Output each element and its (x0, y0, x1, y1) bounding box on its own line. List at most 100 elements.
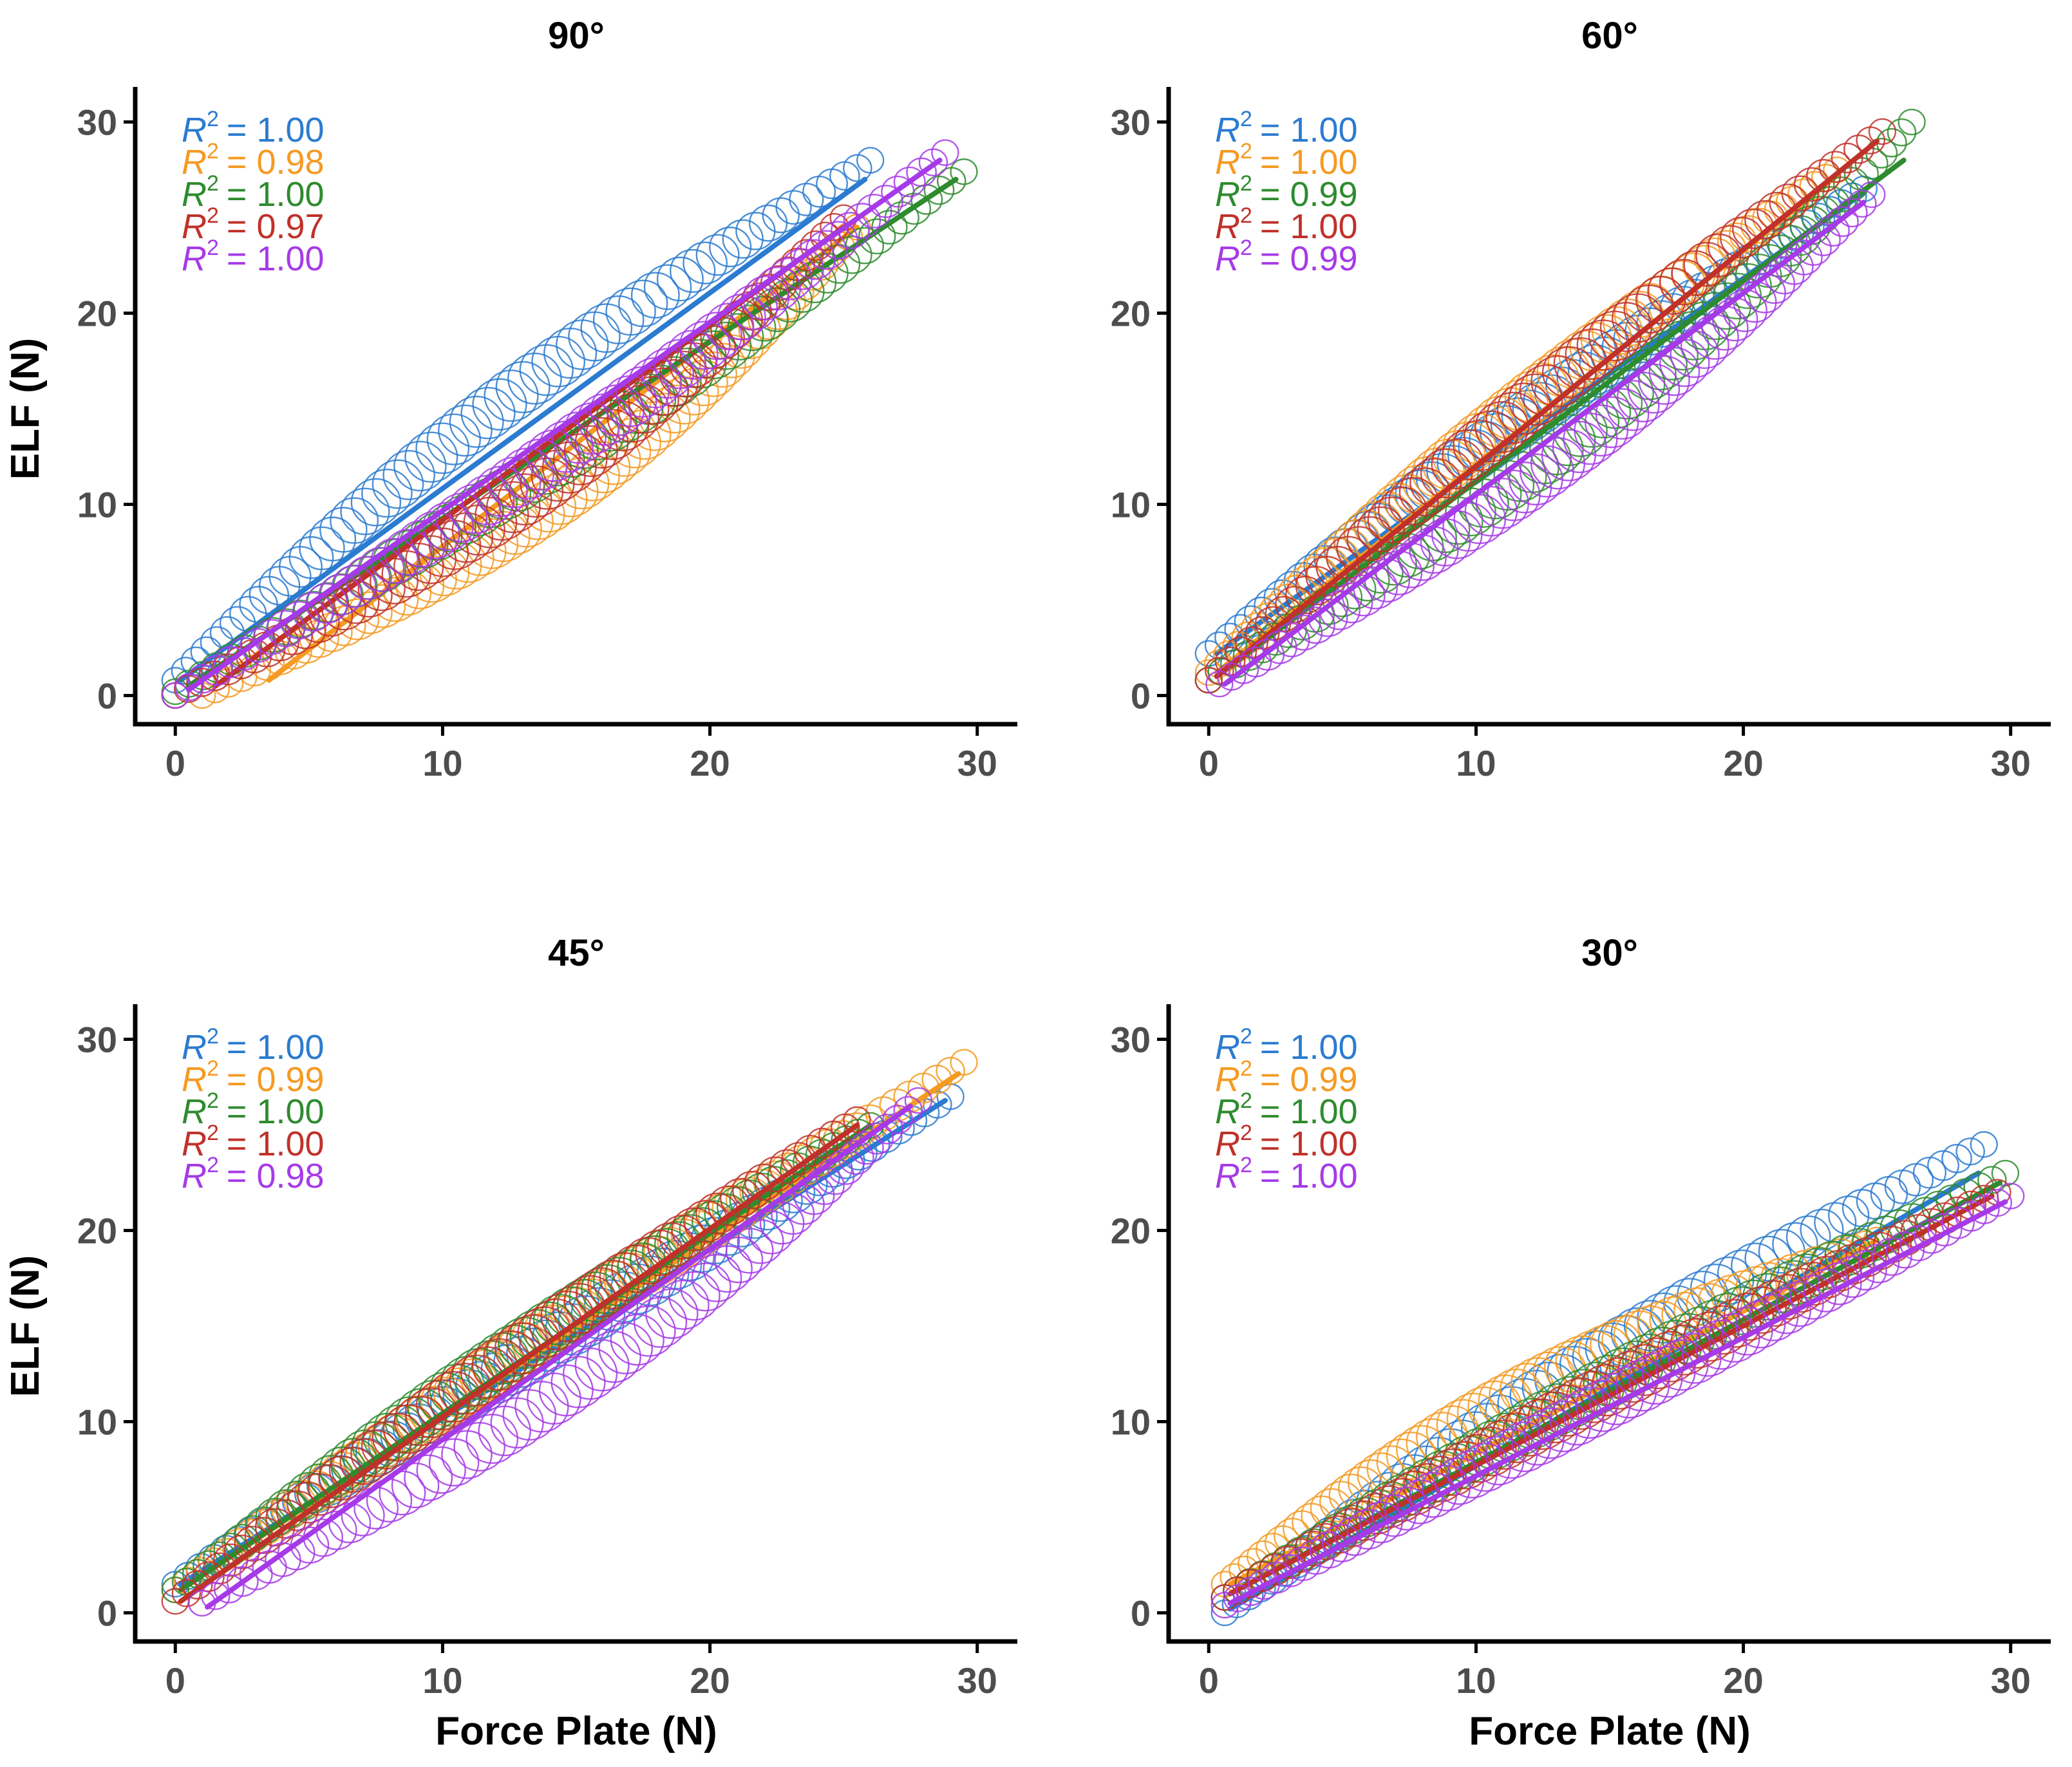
r2-symbol: R (182, 111, 207, 149)
y-axis-title: ELF (N) (3, 1255, 48, 1397)
data-point (881, 175, 915, 208)
data-point (1991, 1159, 2020, 1187)
series-5 (161, 139, 959, 709)
data-point (1858, 181, 1886, 209)
y-tick-label: 0 (1131, 1593, 1151, 1633)
data-point (328, 1446, 377, 1493)
data-point (323, 605, 366, 646)
data-point (1762, 1287, 1811, 1334)
data-point (1638, 355, 1690, 405)
data-point (393, 440, 447, 492)
r2-exponent: 2 (1240, 1121, 1252, 1145)
data-point (428, 1438, 480, 1487)
data-point (950, 158, 978, 185)
data-point (1442, 429, 1496, 481)
r2-value: = 1.00 (227, 1092, 325, 1131)
data-point (1695, 233, 1742, 277)
data-point (1695, 1319, 1747, 1370)
r2-value: = 1.00 (227, 1028, 325, 1067)
data-point (519, 344, 574, 397)
data-point (372, 459, 424, 509)
data-point (707, 1185, 751, 1226)
y-tick-label: 20 (77, 1211, 117, 1251)
data-point (229, 595, 267, 632)
data-point (775, 190, 812, 225)
r2-value: = 1.00 (1260, 207, 1358, 246)
data-point (1420, 448, 1473, 499)
data-point (404, 1454, 453, 1501)
r2-value: = 1.00 (1260, 1157, 1358, 1195)
y-tick-label: 0 (1131, 675, 1151, 716)
data-point (1803, 1268, 1849, 1313)
r2-exponent: 2 (1240, 107, 1252, 131)
data-point (843, 1106, 871, 1133)
r2-value: = 1.00 (1260, 1125, 1358, 1163)
data-point (1744, 1235, 1793, 1282)
r2-symbol: R (1215, 239, 1240, 278)
data-point (1422, 1464, 1471, 1511)
r2-exponent: 2 (1240, 171, 1252, 196)
data-point (1793, 167, 1831, 202)
data-point (635, 1229, 684, 1276)
data-point (680, 1262, 731, 1312)
data-point (1601, 1366, 1657, 1419)
r2-annotation: R2 = 1.00 (1215, 203, 1358, 246)
data-point (904, 1087, 933, 1114)
data-point (769, 1149, 805, 1184)
data-point (244, 1517, 284, 1555)
data-point (1816, 1262, 1862, 1305)
data-point (1359, 1501, 1403, 1544)
data-point (607, 392, 660, 443)
data-point (415, 422, 470, 474)
data-point (438, 404, 493, 457)
data-point (918, 148, 948, 176)
data-point (330, 497, 379, 544)
series-4 (161, 1106, 871, 1615)
data-point (1688, 1299, 1741, 1350)
data-point (451, 504, 505, 556)
data-point (671, 1207, 717, 1251)
panel-title: 90° (548, 15, 605, 57)
data-point (1721, 1306, 1773, 1356)
fit-line (178, 176, 868, 683)
r2-symbol: R (182, 239, 207, 278)
x-tick-label: 0 (165, 743, 185, 783)
data-point (1388, 477, 1439, 526)
data-point (1844, 1249, 1887, 1291)
data-point (1805, 223, 1841, 256)
data-point (441, 1430, 493, 1479)
data-point (1724, 263, 1772, 309)
r2-exponent: 2 (1240, 1024, 1252, 1049)
data-point (463, 496, 518, 548)
data-point (1868, 118, 1897, 145)
data-point (759, 1201, 805, 1245)
x-tick-label: 20 (1723, 1660, 1763, 1701)
r2-value: = 0.99 (1260, 1060, 1358, 1099)
data-point (1644, 1331, 1698, 1383)
data-point (1615, 1359, 1670, 1412)
r2-exponent: 2 (207, 1024, 219, 1049)
data-point (695, 1192, 740, 1235)
data-point (1955, 1201, 1988, 1232)
r2-symbol: R (182, 1028, 207, 1067)
data-point (781, 1142, 816, 1175)
data-point (683, 1200, 728, 1243)
data-point (610, 1313, 664, 1366)
data-point (1748, 1293, 1799, 1342)
data-point (648, 359, 699, 407)
r2-annotation: R2 = 0.98 (182, 139, 325, 182)
data-point (1264, 1525, 1301, 1560)
data-point (639, 393, 691, 443)
data-point (1409, 1472, 1458, 1518)
r2-annotation: R2 = 1.00 (1215, 139, 1358, 182)
data-point (695, 234, 740, 276)
x-tick-label: 0 (1199, 743, 1219, 783)
data-point (1870, 1175, 1908, 1212)
data-point (543, 327, 598, 379)
data-point (361, 1421, 412, 1470)
data-point (1536, 1400, 1591, 1453)
data-point (335, 598, 380, 640)
data-point (762, 197, 800, 234)
data-point (339, 1438, 389, 1485)
